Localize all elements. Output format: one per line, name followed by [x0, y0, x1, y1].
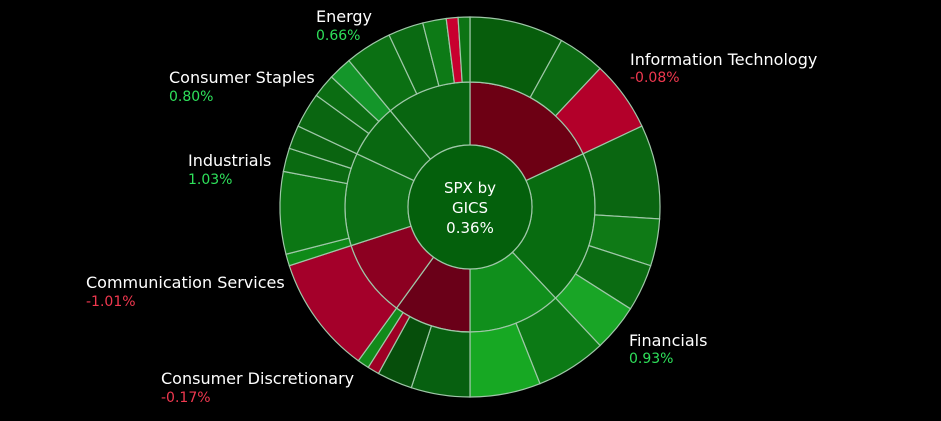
- sector-name: Consumer Discretionary: [161, 369, 354, 388]
- sector-name: Communication Services: [86, 273, 285, 292]
- center-disc: [407, 144, 533, 270]
- sector-change: -0.17%: [161, 390, 211, 406]
- center-title-line2: GICS: [452, 199, 488, 217]
- label-information-technology[interactable]: Information Technology -0.08%: [630, 50, 817, 86]
- sector-name: Financials: [629, 331, 707, 350]
- label-industrials[interactable]: Industrials 1.03%: [188, 151, 271, 188]
- sector-name: Consumer Staples: [169, 68, 315, 87]
- sector-change: -0.08%: [630, 70, 680, 86]
- sector-name: Industrials: [188, 151, 271, 170]
- sector-name: Energy: [316, 7, 372, 26]
- sector-change: 0.80%: [169, 89, 213, 105]
- label-consumer-staples[interactable]: Consumer Staples 0.80%: [169, 68, 315, 105]
- sector-change: 1.03%: [188, 172, 232, 188]
- sector-change: 0.66%: [316, 28, 360, 44]
- outer-segment-energy-4[interactable]: [457, 16, 471, 83]
- label-financials[interactable]: Financials 0.93%: [629, 331, 707, 367]
- label-energy[interactable]: Energy 0.66%: [316, 7, 372, 44]
- center-title-line1: SPX by: [444, 179, 496, 197]
- sector-change: -1.01%: [86, 294, 136, 310]
- sector-name: Information Technology: [630, 50, 817, 69]
- label-communication-services[interactable]: Communication Services -1.01%: [86, 273, 285, 310]
- sector-change: 0.93%: [629, 351, 673, 367]
- center-value: 0.36%: [446, 219, 494, 237]
- label-consumer-discretionary[interactable]: Consumer Discretionary -0.17%: [161, 369, 354, 406]
